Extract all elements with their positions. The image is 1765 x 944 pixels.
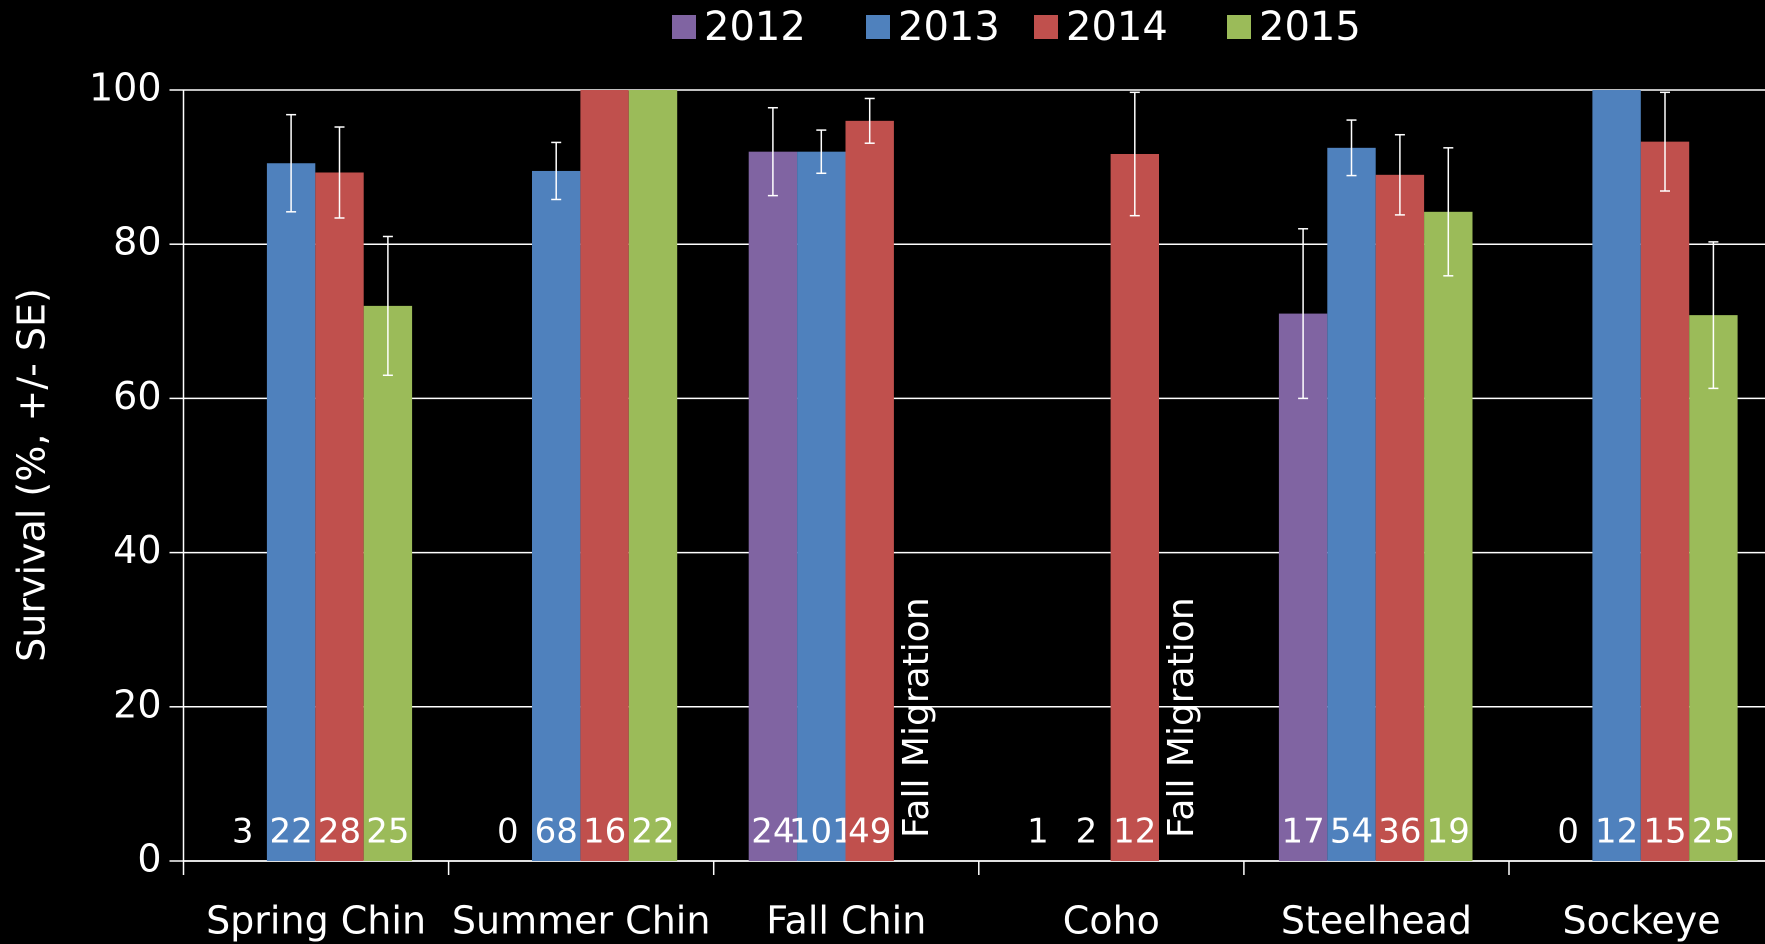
x-tick-label: Steelhead xyxy=(1281,899,1472,943)
legend-swatch xyxy=(672,15,696,39)
x-tick-label: Fall Chin xyxy=(766,899,926,943)
legend-swatch xyxy=(1227,15,1251,39)
x-tick-label: Coho xyxy=(1063,899,1160,943)
legend-label: 2015 xyxy=(1259,4,1361,50)
bar xyxy=(1424,211,1473,861)
sample-size-label: 15 xyxy=(1643,812,1686,852)
sample-size-label: 16 xyxy=(583,812,626,852)
y-tick-label: 20 xyxy=(113,682,161,726)
annotation: Fall Migration xyxy=(1161,597,1202,838)
x-tick-label: Sockeye xyxy=(1562,899,1720,943)
legend-label: 2013 xyxy=(898,4,1000,50)
bar xyxy=(1278,313,1328,862)
legend-label: 2012 xyxy=(704,4,806,50)
annotation: Fall Migration xyxy=(896,597,937,838)
sample-size-label: 36 xyxy=(1378,812,1421,852)
bar xyxy=(797,151,846,861)
sample-size-label: 24 xyxy=(751,812,794,852)
bar xyxy=(266,163,316,861)
y-tick-label: 100 xyxy=(89,66,162,110)
bar xyxy=(748,151,798,861)
sample-size-label: 3 xyxy=(232,812,254,852)
sample-size-label: 19 xyxy=(1427,812,1470,852)
x-tick-label: Summer Chin xyxy=(452,899,711,943)
y-tick-label: 0 xyxy=(137,837,161,881)
sample-size-label: 28 xyxy=(318,812,361,852)
sample-size-label: 12 xyxy=(1595,812,1638,852)
y-tick-label: 40 xyxy=(113,528,161,572)
sample-size-label: 17 xyxy=(1281,812,1324,852)
sample-size-label: 54 xyxy=(1330,812,1373,852)
sample-size-label: 22 xyxy=(269,812,312,852)
bar xyxy=(845,120,894,862)
bar xyxy=(1110,153,1159,862)
bar xyxy=(1689,315,1738,862)
sample-size-label: 25 xyxy=(366,812,409,852)
legend-swatch xyxy=(1034,15,1058,39)
sample-size-label: 12 xyxy=(1113,812,1156,852)
sample-size-label: 0 xyxy=(497,812,519,852)
sample-size-label: 101 xyxy=(789,812,854,852)
bar xyxy=(363,305,413,861)
x-tick-label: Spring Chin xyxy=(206,899,426,943)
bar xyxy=(1375,174,1425,861)
sample-size-label: 2 xyxy=(1076,812,1098,852)
sample-size-label: 0 xyxy=(1557,812,1579,852)
bar xyxy=(1592,90,1641,861)
sample-size-label: 22 xyxy=(631,812,674,852)
bar xyxy=(1327,147,1376,861)
y-tick-label: 80 xyxy=(113,220,161,264)
sample-size-label: 25 xyxy=(1692,812,1735,852)
bar xyxy=(315,172,364,861)
bar xyxy=(580,90,629,861)
bar xyxy=(628,90,678,861)
sample-size-label: 49 xyxy=(848,812,891,852)
y-axis-label: Survival (%, +/- SE) xyxy=(10,288,54,662)
y-tick-label: 60 xyxy=(113,374,161,418)
bar xyxy=(1640,141,1690,862)
legend-label: 2014 xyxy=(1066,4,1168,50)
sample-size-label: 68 xyxy=(535,812,578,852)
sample-size-label: 1 xyxy=(1027,812,1049,852)
legend-swatch xyxy=(866,15,890,39)
bar xyxy=(532,170,581,861)
